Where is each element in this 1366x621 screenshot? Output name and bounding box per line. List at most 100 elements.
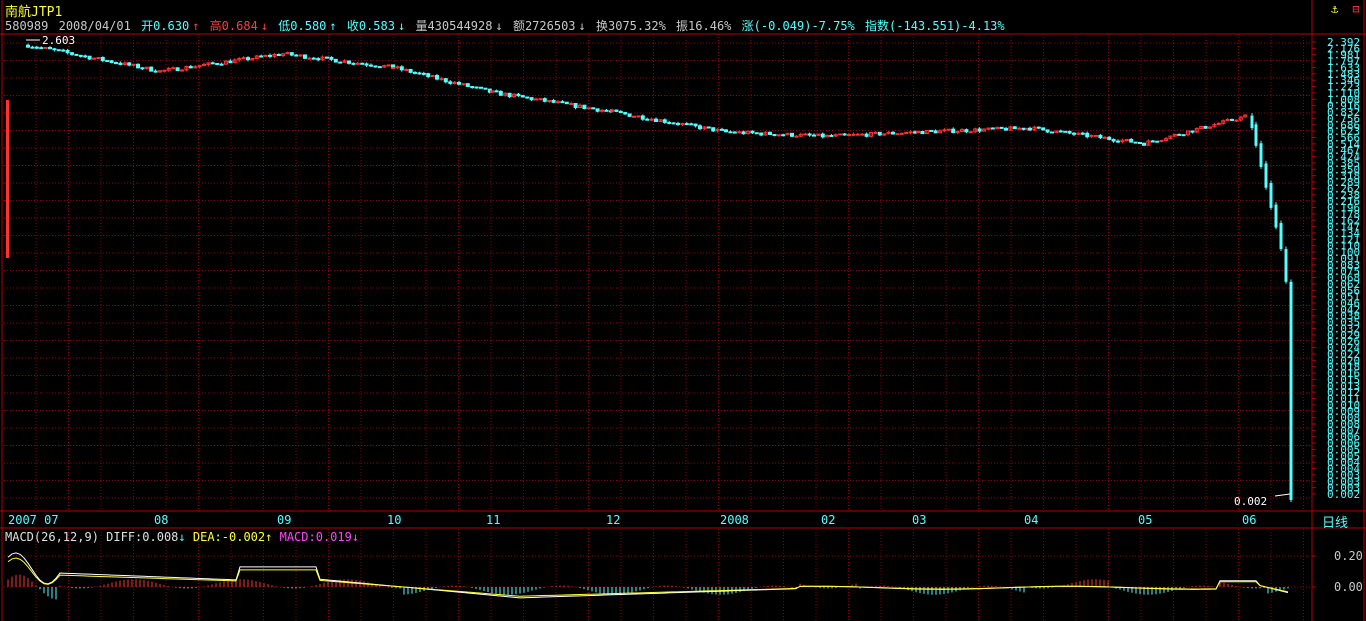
candle — [1194, 128, 1199, 133]
candle — [1054, 130, 1059, 133]
candle — [851, 133, 856, 136]
candle — [895, 133, 900, 136]
candle — [1264, 163, 1268, 188]
y-axis-label: 0.005 — [1327, 443, 1360, 456]
candle — [435, 75, 439, 80]
y-axis-label: 0.178 — [1327, 208, 1360, 221]
candle — [1225, 118, 1230, 122]
candle — [83, 55, 88, 58]
arrow-up-icon: ↑ — [329, 19, 337, 33]
arrow-down-icon: ↓ — [178, 530, 186, 544]
y-axis-label: 0.350 — [1327, 163, 1360, 176]
y-axis-label: 0.006 — [1327, 431, 1360, 444]
volume: 量430544928 — [415, 19, 493, 33]
candle — [1259, 143, 1263, 167]
candle — [1012, 126, 1017, 130]
candle — [632, 115, 636, 118]
candle — [474, 86, 479, 89]
candle — [737, 131, 742, 134]
candle — [676, 122, 680, 125]
candle — [311, 57, 316, 60]
candle — [706, 126, 711, 129]
candle — [684, 123, 689, 126]
macd-name: MACD(26,12,9) — [5, 530, 99, 544]
candle — [977, 128, 982, 132]
candle — [210, 62, 215, 65]
arrow-up-icon: ↑ — [192, 19, 200, 33]
candle — [525, 96, 530, 99]
candle — [833, 134, 838, 137]
candle — [667, 121, 672, 124]
candle — [413, 71, 417, 74]
dea-value: DEA:-0.002 — [192, 530, 266, 544]
candle — [316, 58, 321, 61]
candle — [162, 69, 167, 72]
high-price: 高0.684 — [209, 19, 258, 33]
candle — [461, 83, 466, 86]
candle — [470, 86, 475, 89]
candle — [671, 122, 676, 125]
date-tick: 09 — [277, 513, 292, 527]
candle — [452, 81, 457, 84]
candle — [1063, 130, 1068, 133]
y-axis-label: 0.004 — [1327, 456, 1360, 469]
y-axis-label: 1.981 — [1327, 49, 1360, 62]
candle — [560, 101, 565, 104]
candle — [1212, 124, 1217, 128]
candle — [70, 52, 74, 55]
candle — [999, 126, 1004, 129]
candle — [443, 78, 448, 83]
candle — [1250, 115, 1254, 129]
anchor-icon[interactable]: ⚓ — [1331, 2, 1339, 16]
candle — [483, 87, 488, 90]
y-axis-label: 0.686 — [1327, 119, 1360, 132]
macd-legend: MACD(26,12,9) DIFF:0.008↓ DEA:-0.002↑ MA… — [5, 530, 359, 544]
y-axis-label: 0.075 — [1327, 265, 1360, 278]
candle — [627, 113, 632, 117]
candle — [938, 130, 942, 134]
y-axis-label: 0.008 — [1327, 412, 1360, 425]
candle — [303, 54, 307, 59]
candle — [973, 128, 978, 133]
candle — [426, 73, 431, 77]
date-tick: 04 — [1024, 513, 1039, 527]
candle — [232, 59, 237, 64]
candle — [680, 123, 685, 126]
candle — [1269, 183, 1273, 208]
y-axis-label: 0.424 — [1327, 151, 1360, 164]
amplitude: 振16.46% — [676, 19, 732, 33]
candle — [591, 107, 596, 110]
candle — [1098, 134, 1103, 139]
y-axis-label: 0.100 — [1327, 246, 1360, 259]
candle — [564, 101, 569, 105]
candle — [355, 62, 360, 65]
y-axis-label: 0.091 — [1327, 252, 1360, 265]
candle — [1155, 140, 1160, 143]
window-icon[interactable]: ⊟ — [1352, 2, 1360, 16]
candle — [1041, 127, 1046, 131]
candle — [105, 60, 110, 63]
candle — [829, 134, 834, 137]
candle — [1036, 126, 1041, 129]
candle — [916, 130, 920, 133]
candle — [307, 57, 312, 60]
candle — [1045, 129, 1050, 133]
candle — [946, 128, 951, 131]
period-selector[interactable]: 日线 — [1322, 516, 1349, 531]
y-axis-label: 0.262 — [1327, 182, 1360, 195]
candle — [807, 133, 812, 136]
candle — [812, 134, 816, 137]
y-axis-label: 0.003 — [1327, 469, 1360, 482]
y-axis-label: 1.797 — [1327, 55, 1360, 68]
candle — [503, 92, 508, 96]
candle — [1199, 125, 1204, 130]
y-axis-label: 1.633 — [1327, 61, 1360, 74]
candle — [158, 70, 162, 73]
date-tick: 11 — [486, 513, 501, 527]
y-axis-label: 0.832 — [1327, 106, 1360, 119]
candle — [494, 90, 499, 93]
arrow-up-icon: ↑ — [265, 530, 273, 544]
security-code: 580989 — [5, 19, 49, 33]
candle — [785, 132, 790, 136]
